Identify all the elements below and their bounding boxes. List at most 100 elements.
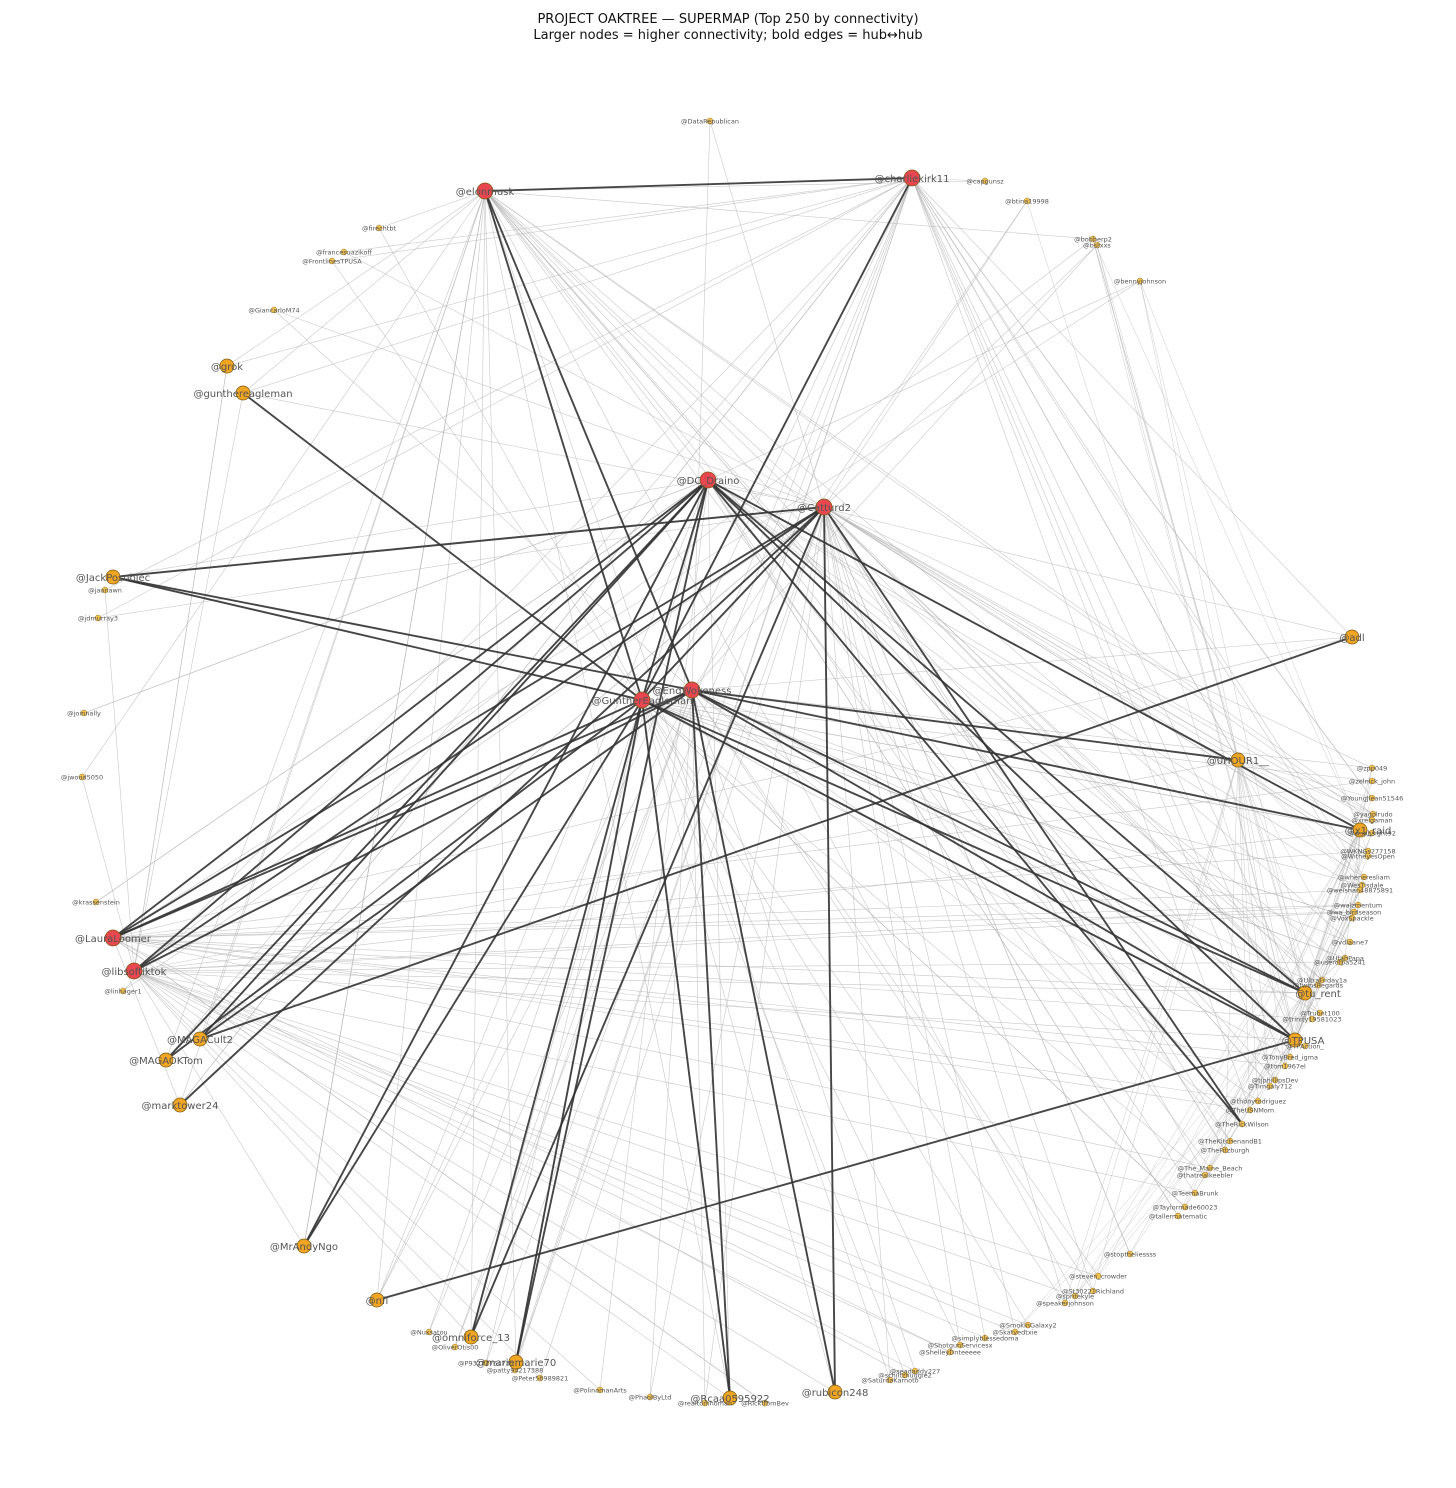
graph-node[interactable] <box>815 498 833 516</box>
graph-node[interactable] <box>596 1386 604 1394</box>
graph-node[interactable] <box>1230 752 1246 768</box>
graph-node[interactable] <box>1191 1189 1199 1197</box>
graph-node[interactable] <box>1297 985 1313 1001</box>
graph-node[interactable] <box>1094 1272 1102 1280</box>
graph-node[interactable] <box>192 1031 208 1047</box>
graph-node[interactable] <box>328 257 336 265</box>
graph-node[interactable] <box>425 1328 433 1336</box>
graph-node[interactable] <box>92 898 100 906</box>
graph-node[interactable] <box>1174 1212 1182 1220</box>
graph-node[interactable] <box>1281 1062 1289 1070</box>
graph-node[interactable] <box>683 681 701 699</box>
graph-node[interactable] <box>1368 829 1376 837</box>
graph-node[interactable] <box>94 614 102 622</box>
graph-node[interactable] <box>1238 1120 1246 1128</box>
graph-node[interactable] <box>1254 1097 1262 1105</box>
graph-node[interactable] <box>1071 1292 1079 1300</box>
graph-node[interactable] <box>1346 938 1354 946</box>
graph-node[interactable] <box>1368 764 1376 772</box>
graph-node[interactable] <box>1352 822 1368 838</box>
graph-node[interactable] <box>1344 629 1360 645</box>
graph-edge <box>1237 759 1346 959</box>
graph-edge <box>133 392 244 972</box>
graph-node[interactable] <box>1126 1250 1134 1258</box>
graph-node[interactable] <box>476 182 494 200</box>
graph-node[interactable] <box>105 569 121 585</box>
graph-node[interactable] <box>125 962 143 980</box>
graph-node[interactable] <box>1318 976 1326 984</box>
graph-node[interactable] <box>1356 886 1364 894</box>
graph-node[interactable] <box>1246 1106 1254 1114</box>
graph-node[interactable] <box>1341 954 1349 962</box>
graph-node[interactable] <box>1093 241 1101 249</box>
graph-node[interactable] <box>1368 777 1376 785</box>
graph-node[interactable] <box>1089 235 1097 243</box>
graph-node[interactable] <box>911 1367 919 1375</box>
graph-node[interactable] <box>1360 873 1368 881</box>
graph-edge <box>470 479 709 1338</box>
graph-node[interactable] <box>1266 1082 1274 1090</box>
graph-node[interactable] <box>119 987 127 995</box>
graph-node[interactable] <box>1271 1076 1279 1084</box>
graph-node[interactable] <box>1364 852 1372 860</box>
graph-node[interactable] <box>1201 1171 1209 1179</box>
graph-node[interactable] <box>1316 1009 1324 1017</box>
graph-node[interactable] <box>158 1052 174 1068</box>
graph-node[interactable] <box>536 1374 544 1382</box>
graph-node[interactable] <box>1336 958 1344 966</box>
graph-node[interactable] <box>1308 1015 1316 1023</box>
graph-node[interactable] <box>1011 1328 1019 1336</box>
graph-node[interactable] <box>296 1238 312 1254</box>
graph-node[interactable] <box>981 1334 989 1342</box>
graph-node[interactable] <box>1314 981 1322 989</box>
graph-node[interactable] <box>1287 1032 1303 1048</box>
graph-edge <box>1074 829 1361 1297</box>
graph-node[interactable] <box>172 1097 188 1113</box>
graph-node[interactable] <box>1368 816 1376 824</box>
graph-node[interactable] <box>451 1343 459 1351</box>
graph-node[interactable] <box>80 709 88 717</box>
graph-node[interactable] <box>956 1341 964 1349</box>
graph-node[interactable] <box>463 1329 479 1345</box>
graph-node[interactable] <box>1221 1146 1229 1154</box>
graph-node[interactable] <box>1348 914 1356 922</box>
graph-node[interactable] <box>78 773 86 781</box>
graph-node[interactable] <box>827 1384 843 1400</box>
graph-edge <box>691 689 1094 1292</box>
graph-node[interactable] <box>1354 901 1362 909</box>
graph-node[interactable] <box>1024 1321 1032 1329</box>
graph-node[interactable] <box>1136 277 1144 285</box>
graph-node[interactable] <box>219 358 235 374</box>
graph-node[interactable] <box>508 1354 524 1370</box>
graph-node[interactable] <box>981 177 989 185</box>
graph-node[interactable] <box>722 1390 738 1406</box>
graph-node[interactable] <box>1089 1287 1097 1295</box>
graph-node[interactable] <box>482 1359 490 1367</box>
graph-node[interactable] <box>104 929 122 947</box>
graph-node[interactable] <box>706 117 714 125</box>
graph-node[interactable] <box>1206 1164 1214 1172</box>
graph-node[interactable] <box>235 385 251 401</box>
graph-node[interactable] <box>1286 1053 1294 1061</box>
graph-node[interactable] <box>701 1399 709 1407</box>
graph-node[interactable] <box>761 1399 769 1407</box>
graph-node[interactable] <box>369 1292 385 1308</box>
graph-node[interactable] <box>101 586 109 594</box>
graph-node[interactable] <box>946 1348 954 1356</box>
graph-node[interactable] <box>886 1376 894 1384</box>
graph-node[interactable] <box>699 471 717 489</box>
graph-node[interactable] <box>1350 908 1358 916</box>
graph-node[interactable] <box>901 1371 909 1379</box>
graph-node[interactable] <box>903 169 921 187</box>
graph-node[interactable] <box>1061 1299 1069 1307</box>
graph-node[interactable] <box>1023 197 1031 205</box>
graph-node[interactable] <box>633 691 651 709</box>
graph-node[interactable] <box>1226 1137 1234 1145</box>
graph-node[interactable] <box>270 306 278 314</box>
graph-node[interactable] <box>375 224 383 232</box>
graph-node[interactable] <box>1181 1203 1189 1211</box>
graph-node[interactable] <box>646 1393 654 1401</box>
graph-node[interactable] <box>340 248 348 256</box>
graph-node[interactable] <box>1368 794 1376 802</box>
graph-node[interactable] <box>1301 1042 1309 1050</box>
